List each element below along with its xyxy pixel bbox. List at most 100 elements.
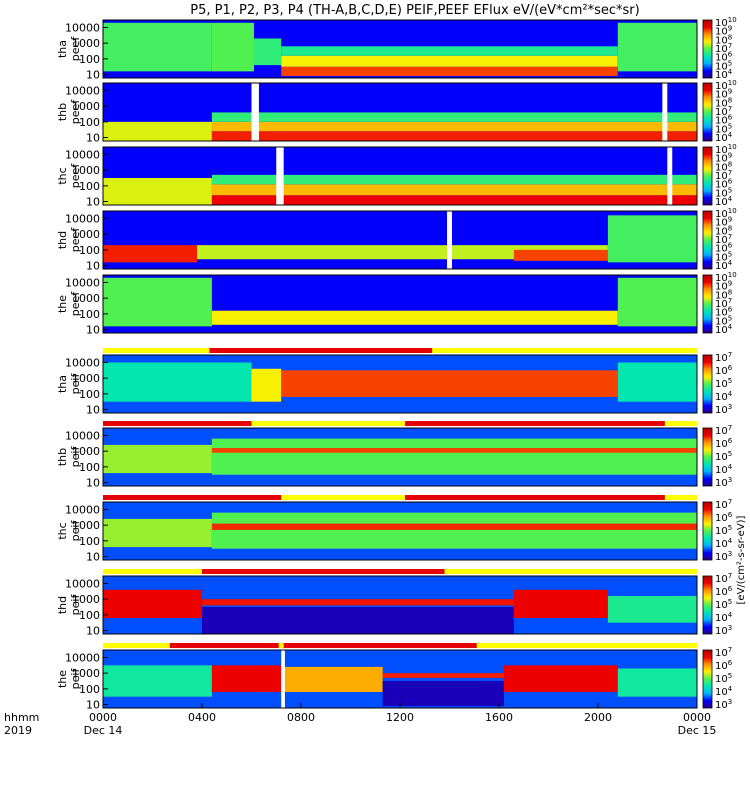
colorbar: [702, 274, 713, 334]
y-tick-label: 10000: [65, 21, 100, 34]
x-tick-label: 0000: [683, 711, 711, 724]
data-gap-1: [662, 83, 668, 141]
colorbar: [702, 649, 713, 709]
flux-band-0: [103, 178, 212, 205]
panel-frame: [102, 501, 698, 561]
panel-label: thb: [56, 448, 69, 466]
panel-label: peef: [69, 99, 82, 125]
colorbar-tick-label: 104: [715, 611, 733, 624]
y-tick-label: 1000: [72, 37, 100, 50]
panel-label: peef: [69, 163, 82, 189]
y-tick-label: 100: [79, 388, 100, 401]
flux-band-0: [103, 277, 212, 327]
mode-bar-segment-0: [202, 569, 445, 574]
y-tick-label: 100: [79, 683, 100, 696]
y-tick-label: 1000: [72, 292, 100, 305]
colorbar-tick-label: 1010: [715, 79, 737, 92]
flux-band-5: [503, 665, 618, 692]
flux-band-0: [103, 121, 212, 141]
flux-band-3: [607, 215, 697, 263]
flux-band-5: [281, 46, 618, 56]
colorbar-tick-label: 103: [715, 403, 732, 416]
panel-label: peif: [69, 373, 82, 395]
y-tick-label: 10000: [65, 429, 100, 442]
colorbar-tick-label: 103: [715, 624, 732, 637]
y-tick-label: 100: [79, 116, 100, 129]
panel-frame: [102, 82, 698, 142]
panel-label: tha: [56, 40, 69, 58]
flux-band-1: [211, 512, 697, 549]
y-tick-label: 1000: [72, 372, 100, 385]
colorbar: [702, 19, 713, 79]
flux-band-0: [103, 245, 198, 263]
panel-label: the: [56, 295, 69, 313]
flux-band-2: [211, 523, 697, 530]
flux-band-1: [211, 195, 697, 205]
flux-band-3: [211, 112, 697, 122]
y-tick-label: 100: [79, 535, 100, 548]
colorbar-tick-label: 104: [715, 463, 733, 476]
y-tick-label: 1000: [72, 593, 100, 606]
y-tick-label: 100: [79, 308, 100, 321]
data-gap-0: [447, 211, 452, 269]
flux-band-1: [251, 368, 282, 402]
panel-frame: [102, 354, 698, 414]
colorbar-tick-label: 105: [715, 524, 732, 537]
colorbar-tick-label: 104: [715, 537, 733, 550]
y-tick-label: 10: [86, 132, 100, 145]
colorbar-tick-label: 107: [715, 572, 732, 585]
data-gap-0: [281, 650, 285, 708]
colorbar-tick-label: 104: [715, 390, 733, 403]
panel-frame: [102, 427, 698, 487]
flux-band-4: [382, 681, 504, 707]
panel-label: peif: [69, 594, 82, 616]
panel-label: thb: [56, 103, 69, 121]
x-row-label: 2019: [4, 724, 32, 737]
y-tick-label: 1000: [72, 445, 100, 458]
chart-title: P5, P1, P2, P3, P4 (TH-A,B,C,D,E) PEIF,P…: [190, 3, 639, 18]
panel-label: peef: [69, 36, 82, 62]
colorbar-tick-label: 106: [715, 585, 733, 598]
flux-band-1: [211, 438, 697, 475]
mode-bar-background: [103, 421, 697, 426]
flux-band-3: [382, 673, 504, 678]
x-row-label: hhmm: [4, 711, 39, 724]
flux-band-0: [103, 665, 212, 697]
y-tick-label: 10000: [65, 84, 100, 97]
panel-label: peif: [69, 668, 82, 690]
y-tick-label: 10: [86, 260, 100, 273]
y-tick-label: 10: [86, 625, 100, 638]
colorbar-tick-label: 105: [715, 598, 732, 611]
colorbar-tick-label: 105: [715, 450, 732, 463]
colorbar-tick-label: 103: [715, 476, 732, 489]
flux-band-2: [617, 277, 697, 327]
colorbar-tick-label: 103: [715, 698, 732, 711]
y-tick-label: 10000: [65, 503, 100, 516]
flux-band-6: [617, 668, 697, 697]
colorbar: [702, 354, 713, 414]
mode-bar-segment-0: [103, 495, 282, 500]
y-tick-label: 100: [79, 244, 100, 257]
flux-band-3: [211, 174, 697, 185]
y-tick-label: 10: [86, 477, 100, 490]
mode-bar-segment-0: [103, 421, 252, 426]
colorbar-tick-label: 1010: [715, 207, 737, 220]
flux-band-4: [607, 596, 697, 623]
flux-band-1: [211, 310, 618, 325]
data-gap-1: [667, 147, 673, 205]
x-tick-label: 0000: [89, 711, 117, 724]
colorbar-tick-label: 106: [715, 511, 733, 524]
y-tick-label: 10000: [65, 577, 100, 590]
y-tick-label: 10: [86, 196, 100, 209]
x-tick-label: 0800: [287, 711, 315, 724]
y-tick-label: 100: [79, 461, 100, 474]
colorbar-tick-label: 104: [715, 685, 733, 698]
